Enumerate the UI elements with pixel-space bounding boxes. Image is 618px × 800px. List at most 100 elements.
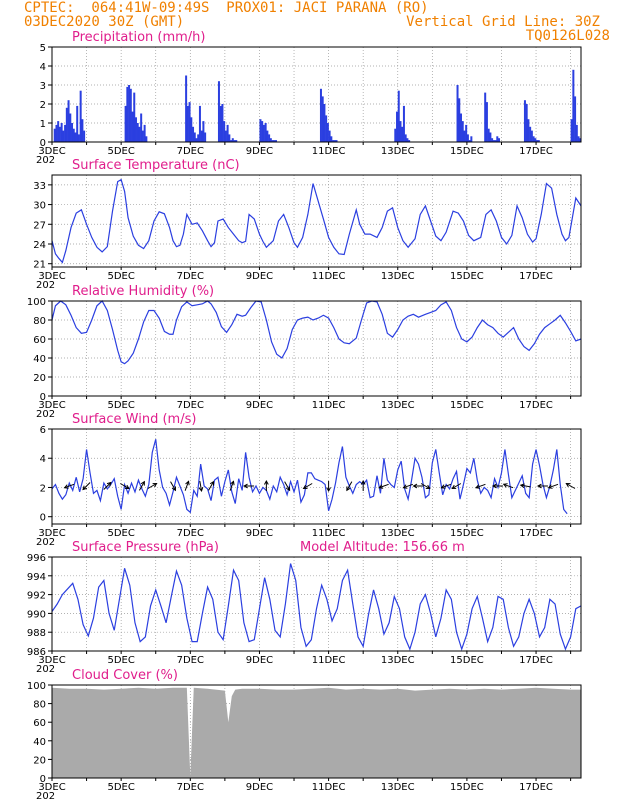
wind-arrow <box>64 483 75 489</box>
precip-bar <box>262 124 265 142</box>
cloud-xtick-label: 7DEC <box>177 782 204 793</box>
wind-arrowhead <box>302 484 308 490</box>
precip-bar <box>459 113 462 142</box>
precip-bar <box>321 96 324 142</box>
cloud-xtick-label: 5DEC <box>107 782 134 793</box>
precip-bar <box>233 140 236 142</box>
precip-bar <box>55 124 58 142</box>
rh-xtick-label: 15DEC <box>450 400 484 411</box>
precip-bar <box>532 136 535 142</box>
rh-xtick-label: 17DEC <box>519 400 553 411</box>
wind-arrow <box>566 483 576 489</box>
precip-bar <box>226 124 229 142</box>
precip-xtick-label: 17DEC <box>519 146 553 157</box>
precip-bar <box>577 136 580 142</box>
precip-bar <box>271 140 274 142</box>
wind-xtick-label: 13DEC <box>381 528 415 539</box>
precip-bar <box>498 138 501 142</box>
cloud-xtick-label: 3DEC <box>38 782 65 793</box>
precip-bar <box>269 138 272 142</box>
rh-ytick-label: 60 <box>33 335 46 346</box>
rh-title: Relative Humidity (%) <box>72 284 214 299</box>
temp-ytick-label: 33 <box>33 181 46 192</box>
precip-bar <box>537 140 540 142</box>
pres-xtick-label: 17DEC <box>519 655 553 666</box>
precip-bar <box>217 81 220 142</box>
wind-arrowhead <box>106 481 112 487</box>
precip-bar <box>489 132 492 142</box>
rh-panel: 0 20 40 60 80 100 3DEC 5DEC 7DEC 9DEC 11DEC 13DEC 15… <box>27 284 582 420</box>
wind-xtick-label: 9DEC <box>246 528 273 539</box>
precip-bar <box>65 107 68 142</box>
precip-bar <box>77 134 80 142</box>
temp-ytick-label: 21 <box>33 260 46 271</box>
precip-bar <box>579 138 582 142</box>
rh-xtick-label: 3DEC <box>38 400 65 411</box>
wind-arrowhead <box>285 486 291 492</box>
precip-bar <box>525 104 528 142</box>
precip-bar <box>406 138 409 142</box>
precip-bar <box>69 113 72 142</box>
wind-arrowhead <box>360 479 366 485</box>
temp-year-label: 202 <box>36 280 55 291</box>
precip-bar <box>143 124 146 142</box>
precip-bar <box>325 115 328 142</box>
temp-xtick-label: 13DEC <box>381 271 415 282</box>
precip-bar <box>83 130 86 142</box>
precip-bar <box>465 124 468 142</box>
precip-bar <box>67 100 70 142</box>
precip-bar <box>491 138 494 142</box>
wind-ytick-label: 6 <box>40 425 46 436</box>
precip-bar <box>494 140 497 142</box>
pres-line <box>51 563 582 652</box>
header-line1: CPTEC: 064:41W-09:49S PROX01: JACI PARAN… <box>24 0 429 16</box>
wind-arrow <box>199 480 203 492</box>
precip-bar <box>197 134 200 142</box>
precip-bar <box>461 121 464 142</box>
wind-arrowhead <box>346 486 351 492</box>
temp-ytick-label: 30 <box>33 201 46 212</box>
rh-ytick-label: 20 <box>33 373 46 384</box>
rh-frame <box>51 300 582 397</box>
precip-bar <box>328 130 331 142</box>
precip-bar <box>230 140 233 142</box>
pres-ytick-label: 990 <box>27 609 46 620</box>
precip-bar <box>470 136 473 142</box>
precip-bar <box>60 123 63 142</box>
precip-bar <box>326 123 329 142</box>
precip-bar <box>330 136 333 142</box>
pres-frame <box>51 556 582 652</box>
pres-ytick-label: 992 <box>27 591 46 602</box>
precip-bar <box>198 105 201 142</box>
pres-xtick-label: 5DEC <box>107 655 134 666</box>
precip-bar <box>570 119 573 142</box>
wind-arrowhead <box>378 484 384 489</box>
wind-arrow <box>229 481 234 491</box>
cloud-xtick-label: 9DEC <box>246 782 273 793</box>
precip-bar <box>72 128 75 142</box>
pres-xtick-label: 7DEC <box>177 655 204 666</box>
precip-bar <box>64 124 67 142</box>
header-model-id: TQ0126L028 <box>525 28 610 44</box>
precip-xtick-label: 11DEC <box>312 146 346 157</box>
precip-ytick-label: 4 <box>40 62 46 73</box>
precip-ytick-label: 2 <box>40 100 46 111</box>
rh-line <box>51 300 582 365</box>
rh-xtick-label: 13DEC <box>381 400 415 411</box>
wind-arrowhead <box>440 484 446 489</box>
wind-arrow <box>475 483 486 489</box>
precip-bar <box>81 119 84 142</box>
precip-bar <box>266 130 269 142</box>
temp-panel: 21 24 27 30 33 3DEC 5DEC 7DEC 9DEC 11DEC 13DEC 15DE… <box>33 158 582 291</box>
wind-arrowhead <box>185 480 190 486</box>
precip-bar <box>138 126 141 142</box>
precip-bar <box>534 138 537 142</box>
wind-arrow <box>170 481 176 491</box>
wind-arrow <box>284 481 291 491</box>
wind-arrow <box>138 481 145 491</box>
cloud-panel: 0 20 40 60 80 100 3DEC 5DEC 7DEC 9DEC 11DEC 13DEC 15… <box>27 668 582 800</box>
wind-arrow <box>103 482 112 490</box>
precip-bar <box>484 92 487 142</box>
header-grid-line: Vertical Grid Line: 30Z <box>406 14 600 30</box>
pres-year-label: 202 <box>36 664 55 675</box>
